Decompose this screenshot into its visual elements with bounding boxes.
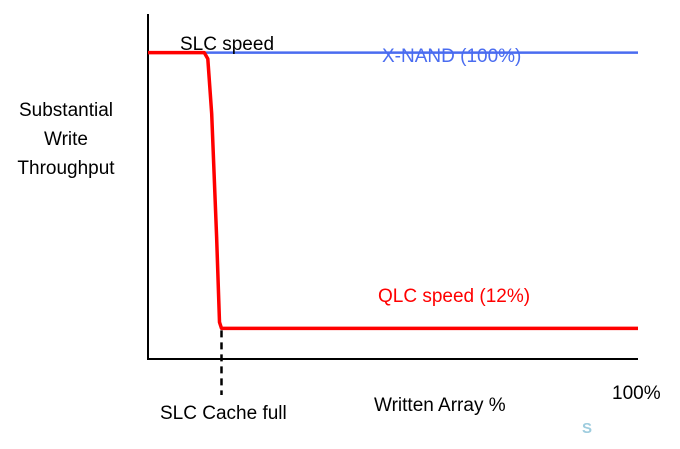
y-axis-label-line-2: Write (44, 129, 88, 150)
legend-qlc-speed: QLC speed (12%) (378, 286, 531, 307)
series-layer (148, 50, 638, 331)
x-axis-end-label: 100% (612, 383, 661, 404)
series-line-qlc (148, 50, 638, 331)
watermark: S (582, 420, 594, 437)
y-axis-label-line-1: Substantial (18, 100, 113, 121)
slc-speed-annotation: SLC speed (180, 34, 275, 55)
x-axis-label: Written Array % (374, 395, 506, 416)
y-axis-label-line-3: Throughput (17, 158, 115, 179)
slc-cache-full-annotation: SLC Cache full (160, 403, 287, 424)
y-axis-label: Substantial Write Throughput (4, 96, 128, 183)
chart-axes (147, 14, 638, 360)
legend-x-nand: X-NAND (100%) (382, 46, 522, 67)
